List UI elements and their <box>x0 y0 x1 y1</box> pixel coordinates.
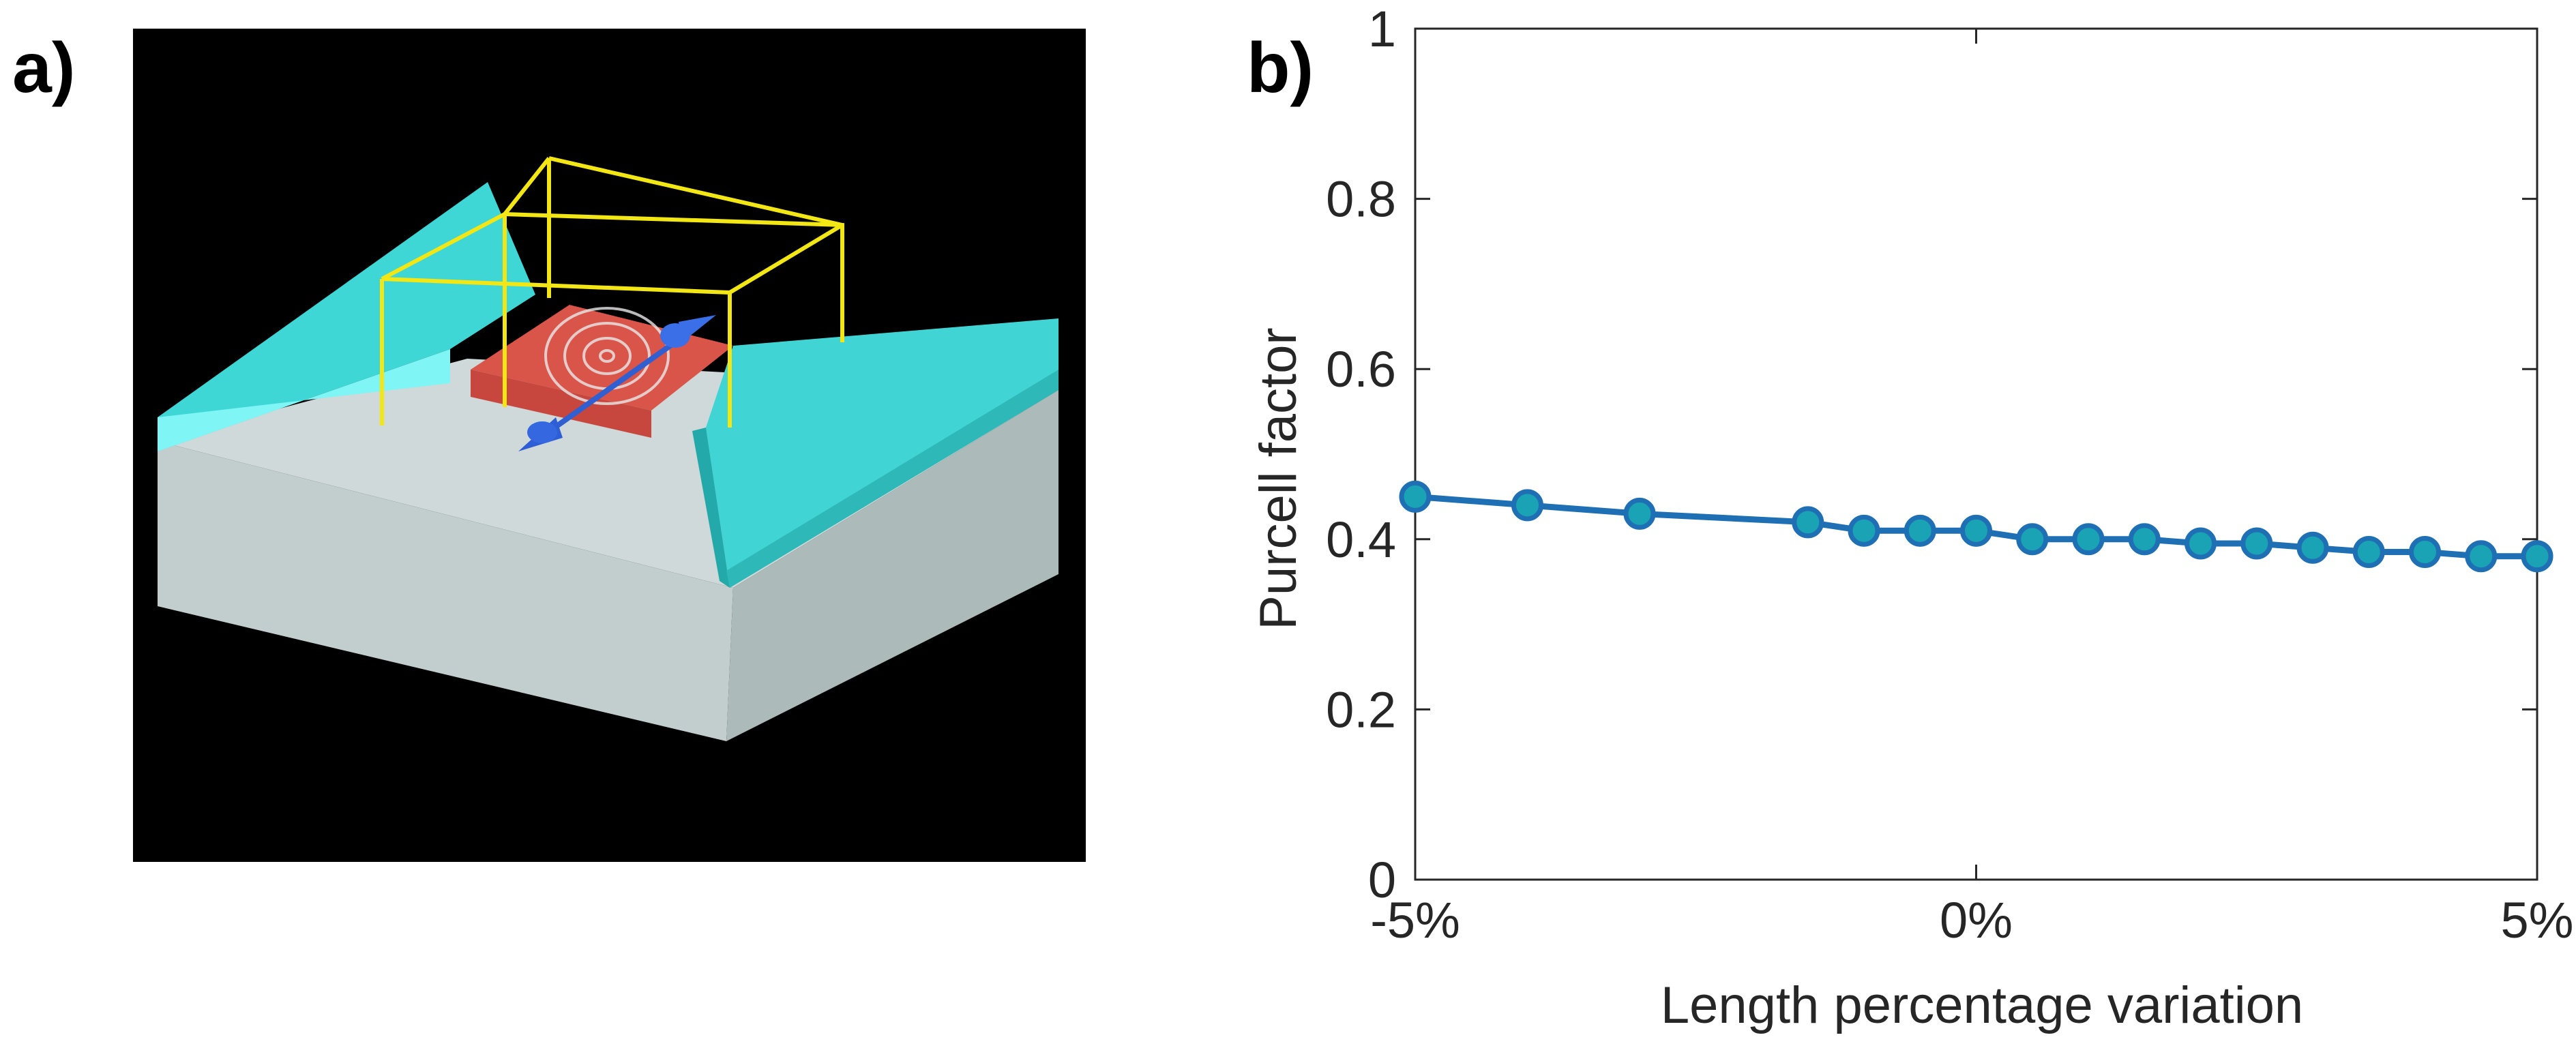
y-tick-label: 0.2 <box>1326 681 1396 738</box>
data-point <box>1399 480 1432 513</box>
x-axis-ticks: -5% 0% 5% <box>1370 29 2573 948</box>
y-axis-ticks: 0 0.2 0.4 0.6 0.8 1 <box>1326 1 2537 908</box>
y-tick-label: 0.4 <box>1326 511 1396 568</box>
data-point <box>2521 540 2553 573</box>
y-axis-label: Purcell factor <box>1249 327 1307 630</box>
data-point <box>2128 523 2161 556</box>
y-tick-label: 1 <box>1368 1 1396 57</box>
y-tick-label: 0.8 <box>1326 171 1396 228</box>
fdtd-simulation-3d-icon <box>133 29 1086 862</box>
y-tick-label: 0 <box>1368 852 1396 908</box>
y-tick-label: 0.6 <box>1326 341 1396 398</box>
data-point <box>2072 523 2105 556</box>
x-axis-label: Length percentage variation <box>1661 976 2303 1034</box>
plot-area <box>1414 27 2538 881</box>
x-tick-label: 5% <box>2501 892 2574 948</box>
data-point <box>2240 527 2273 560</box>
data-point <box>2296 531 2329 564</box>
data-point <box>1848 514 1880 547</box>
data-point <box>2465 540 2498 573</box>
data-point <box>1511 489 1543 522</box>
data-point <box>2185 527 2217 560</box>
series-markers <box>1399 480 2553 573</box>
data-point <box>2016 523 2049 556</box>
axes-frame <box>1414 27 2538 881</box>
panel-a-label: a) <box>12 29 76 108</box>
x-tick-label: -5% <box>1370 892 1460 948</box>
x-tick-label: 0% <box>1940 892 2013 948</box>
data-point <box>2409 536 2441 569</box>
panel-b-label: b) <box>1247 29 1314 108</box>
data-point <box>1904 514 1936 547</box>
data-point <box>1960 514 1992 547</box>
data-point <box>1792 506 1824 539</box>
data-point <box>1623 497 1656 530</box>
data-point <box>2352 536 2385 569</box>
